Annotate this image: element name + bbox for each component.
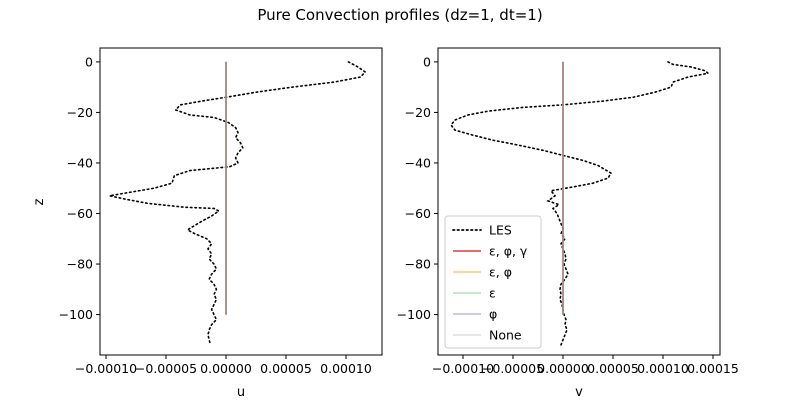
y-tick-label: −40: [67, 155, 93, 170]
y-axis-label-z: z: [32, 198, 47, 205]
x-tick-label: 0.00005: [587, 361, 639, 376]
series-line-les: [109, 61, 367, 346]
y-tick-label: −60: [67, 206, 93, 221]
axes-frame: [437, 47, 721, 356]
legend-label: ε, φ, γ: [489, 244, 528, 259]
y-tick-label: −20: [67, 105, 93, 120]
y-tick-label: −20: [405, 105, 431, 120]
series-line-les: [449, 61, 710, 346]
legend-label: ε, φ: [489, 265, 512, 280]
legend-label: φ: [489, 307, 497, 322]
legend: LES ε, φ, γ ε, φ εφ None: [444, 215, 542, 349]
x-tick-label: 0.00000: [200, 361, 252, 376]
x-tick-label: 0.00005: [260, 361, 312, 376]
y-tick-label: −100: [397, 307, 431, 322]
panel-u: −0.00010−0.00005 0.00000 0.00005 0.00010 0 −2…: [32, 47, 383, 400]
x-tick-label: 0.00010: [320, 361, 372, 376]
y-tick-label: −100: [59, 307, 93, 322]
legend-label: LES: [489, 223, 512, 238]
plot-area-u: −0.00010−0.00005 0.00000 0.00005 0.00010 0 −2…: [59, 47, 383, 376]
y-tick-label: −80: [67, 257, 93, 272]
y-tick-label: 0: [85, 54, 93, 69]
x-tick-label: −0.00005: [135, 361, 197, 376]
x-tick-label: 0.00010: [637, 361, 689, 376]
y-tick-label: −80: [405, 257, 431, 272]
chart-title: Pure Convection profiles (dz=1, dt=1): [257, 6, 542, 24]
x-axis-label-u: u: [237, 385, 245, 400]
x-axis-label-v: v: [575, 385, 583, 400]
x-tick-label: 0.00015: [687, 361, 739, 376]
x-tick-label: 0.00000: [537, 361, 589, 376]
legend-label: None: [489, 328, 522, 343]
panel-v: −0.00010−0.000050.000000.000050.000100.0…: [397, 47, 739, 400]
x-tick-label: −0.00005: [482, 361, 544, 376]
x-tick-label: −0.00010: [75, 361, 137, 376]
legend-label: ε: [489, 286, 496, 301]
y-tick-label: −40: [405, 155, 431, 170]
y-tick-label: −60: [405, 206, 431, 221]
x-tick-label: −0.00010: [432, 361, 494, 376]
plot-area-v: −0.00010−0.000050.000000.000050.000100.0…: [397, 47, 739, 376]
y-tick-label: 0: [423, 54, 431, 69]
axes-frame: [99, 47, 383, 356]
legend-frame: [444, 215, 542, 349]
